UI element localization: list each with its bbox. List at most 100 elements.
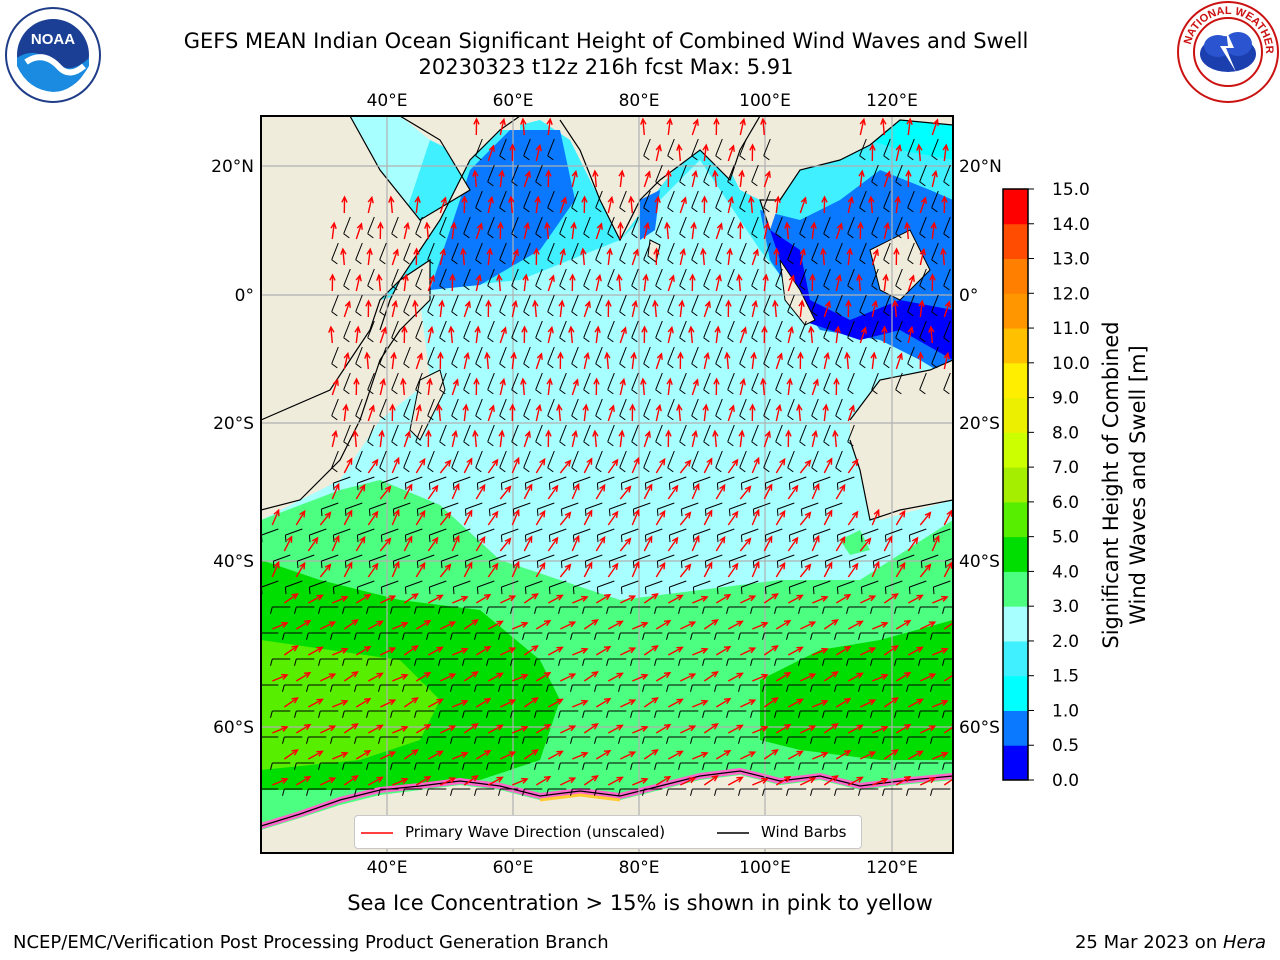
wind-barb-flag [907, 207, 914, 213]
wave-arrow-head [591, 775, 599, 782]
wave-direction-arrow [535, 724, 551, 734]
wind-barb-flag [475, 155, 482, 161]
wave-arrow-head [788, 274, 795, 282]
top-tick-100e: 100°E [739, 91, 791, 111]
wind-barb [391, 320, 399, 338]
wave-direction-arrow [655, 562, 666, 578]
wave-arrow-head [543, 619, 552, 627]
wind-barb [463, 268, 471, 286]
wave-direction-arrow [295, 620, 311, 630]
wind-barb-flag [584, 561, 587, 569]
wind-barb-flag [392, 509, 395, 517]
wave-direction-arrow [751, 301, 757, 318]
wind-barb [333, 528, 351, 536]
wind-barb [871, 320, 879, 338]
wind-barb-flag [571, 311, 578, 317]
wave-arrow-head [556, 403, 563, 411]
wind-barb-flag [583, 389, 590, 395]
wind-barb [633, 502, 651, 510]
wind-barb-flag [402, 736, 405, 744]
wave-arrow-head [772, 299, 779, 307]
wave-direction-arrow [332, 596, 348, 604]
wind-barb-flag [943, 337, 950, 343]
wind-barb-flag [571, 363, 578, 369]
wind-barb [727, 268, 735, 286]
wave-direction-arrow [571, 431, 577, 448]
colorbar-tick-label: 1.0 [1052, 701, 1079, 721]
wind-barb-flag [895, 285, 902, 291]
wind-barb-flag [678, 606, 681, 614]
wind-barb-flag [608, 509, 611, 517]
wave-direction-arrow [823, 301, 831, 318]
wave-direction-arrow [643, 275, 647, 292]
wind-barb-flag [786, 684, 789, 692]
wind-barb [667, 294, 675, 312]
wave-direction-arrow [703, 353, 709, 370]
wave-direction-arrow [919, 197, 927, 214]
wind-barb [403, 398, 411, 416]
wind-barb [357, 580, 375, 588]
wave-direction-arrow [571, 223, 575, 240]
sea-ice-caption: Sea Ice Concentration > 15% is shown in … [347, 891, 933, 915]
wind-barb-flag [668, 483, 671, 491]
wind-barb [261, 528, 279, 536]
wind-barb [547, 398, 555, 416]
wave-arrow-head [928, 777, 937, 784]
wind-barb-flag [740, 587, 743, 595]
wind-barb-flag [403, 467, 410, 473]
wind-barb-flag [548, 483, 551, 491]
wave-direction-arrow [355, 327, 359, 344]
wind-barb [801, 502, 819, 510]
wind-barb-flag [294, 762, 297, 770]
wind-barb-flag [620, 535, 623, 543]
wind-barb-flag [726, 658, 729, 666]
wind-barb-flag [426, 736, 429, 744]
colorbar-tick-label: 12.0 [1052, 284, 1090, 304]
wave-direction-arrow [595, 536, 606, 552]
map-legend: Primary Wave Direction (unscaled) Wind B… [354, 815, 862, 849]
wave-direction-arrow [343, 510, 353, 526]
wave-arrow-head [546, 377, 553, 386]
wind-barb [513, 502, 531, 510]
wind-barb-flag [619, 259, 626, 265]
wind-barb-flag [644, 535, 647, 543]
wave-arrow-head [771, 645, 779, 652]
colorbar-segment [1003, 432, 1028, 468]
wave-direction-arrow [511, 301, 517, 318]
wave-arrow-head [851, 458, 859, 466]
wave-arrow-head [316, 750, 324, 757]
wind-barb-flag [667, 467, 674, 473]
wind-barb-flag [691, 467, 698, 473]
wind-barb-flag [643, 311, 650, 317]
wind-barb [777, 502, 795, 510]
wind-barb-flag [775, 389, 782, 395]
wind-barb-flag [942, 658, 945, 666]
wave-direction-arrow [355, 646, 371, 656]
wind-barb [619, 346, 627, 364]
wave-arrow-head [531, 645, 539, 652]
wave-arrow-head [543, 775, 552, 783]
wave-arrow-head [771, 749, 779, 756]
wave-arrow-head [363, 593, 372, 601]
wind-barb-flag [630, 658, 633, 666]
wave-arrow-head [881, 777, 889, 784]
wave-direction-arrow [956, 327, 958, 343]
wind-barb-flag [414, 606, 417, 614]
wave-arrow-head [764, 170, 771, 178]
wave-arrow-head [918, 299, 925, 308]
wind-barb-flag [523, 311, 530, 317]
wave-arrow-head [823, 351, 830, 360]
wind-barb-flag [318, 762, 321, 770]
wind-barb-legend-label: Wind Barbs [761, 823, 847, 841]
wave-direction-arrow [632, 622, 648, 630]
wind-barb-flag [834, 684, 837, 692]
wind-barb-flag [667, 415, 674, 421]
wave-direction-arrow [451, 223, 455, 240]
wind-barb-flag [390, 710, 393, 718]
wave-direction-arrow [523, 536, 533, 552]
wind-barb-flag [678, 658, 681, 666]
wave-direction-arrow [906, 223, 910, 240]
wind-barb [463, 216, 471, 234]
wind-barb-flag [714, 788, 717, 796]
wave-arrow-head [484, 351, 491, 359]
